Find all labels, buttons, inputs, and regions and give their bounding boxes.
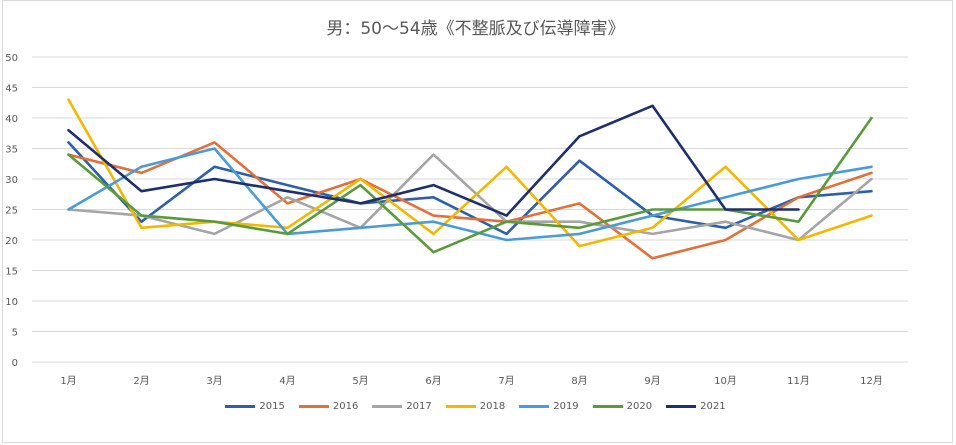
x-tick-label: 3月 xyxy=(206,375,222,387)
legend-swatch xyxy=(372,405,403,408)
series-line-2020 xyxy=(67,116,873,254)
series-line-2016 xyxy=(67,141,873,260)
x-tick-label: 11月 xyxy=(787,375,810,387)
y-tick-label: 20 xyxy=(5,236,18,247)
legend-label: 2015 xyxy=(259,401,285,412)
chart-title: 男：50～54歳《不整脈及び伝導障害》 xyxy=(326,19,625,39)
x-tick-label: 12月 xyxy=(860,375,883,387)
x-tick-label: 8月 xyxy=(571,375,587,387)
y-tick-label: 50 xyxy=(5,53,18,64)
legend-item-2017: 2017 xyxy=(372,401,432,412)
legend-swatch xyxy=(225,405,256,408)
x-tick-label: 7月 xyxy=(498,375,514,387)
legend-swatch xyxy=(519,405,550,408)
legend-item-2015: 2015 xyxy=(225,401,285,412)
y-tick-label: 40 xyxy=(5,114,18,125)
legend-label: 2019 xyxy=(553,401,579,412)
legend-label: 2021 xyxy=(700,401,726,412)
y-tick-label: 0 xyxy=(12,358,18,369)
y-tick-label: 10 xyxy=(5,297,18,308)
legend-swatch xyxy=(445,405,476,408)
legend-swatch xyxy=(298,405,329,408)
chart-legend: 2015 2016 2017 2018 2019 2020 2021 xyxy=(0,401,951,412)
x-tick-label: 5月 xyxy=(352,375,368,387)
series-line-2019 xyxy=(67,147,873,242)
legend-label: 2018 xyxy=(479,401,506,412)
legend-item-2021: 2021 xyxy=(666,401,726,412)
legend-label: 2017 xyxy=(406,401,432,412)
legend-label: 2016 xyxy=(332,401,359,412)
series-line-2021 xyxy=(67,104,800,217)
y-tick-label: 25 xyxy=(5,206,18,217)
x-tick-label: 6月 xyxy=(425,375,441,387)
legend-item-2019: 2019 xyxy=(519,401,579,412)
x-tick-label: 2月 xyxy=(133,375,149,387)
series-line-2017 xyxy=(67,153,873,242)
y-tick-label: 30 xyxy=(5,175,18,186)
y-tick-label: 35 xyxy=(5,145,18,156)
legend-item-2018: 2018 xyxy=(445,401,506,412)
x-tick-label: 10月 xyxy=(714,375,737,387)
legend-swatch xyxy=(592,405,623,408)
legend-item-2020: 2020 xyxy=(592,401,653,412)
legend-item-2016: 2016 xyxy=(298,401,359,412)
legend-swatch xyxy=(666,405,697,408)
y-tick-label: 45 xyxy=(5,84,18,95)
x-tick-label: 9月 xyxy=(644,375,660,387)
y-tick-label: 15 xyxy=(5,267,18,278)
legend-label: 2020 xyxy=(626,401,653,412)
series-line-2015 xyxy=(67,141,873,236)
x-tick-label: 4月 xyxy=(279,375,295,387)
x-tick-label: 1月 xyxy=(60,375,76,387)
y-tick-label: 5 xyxy=(12,328,18,339)
